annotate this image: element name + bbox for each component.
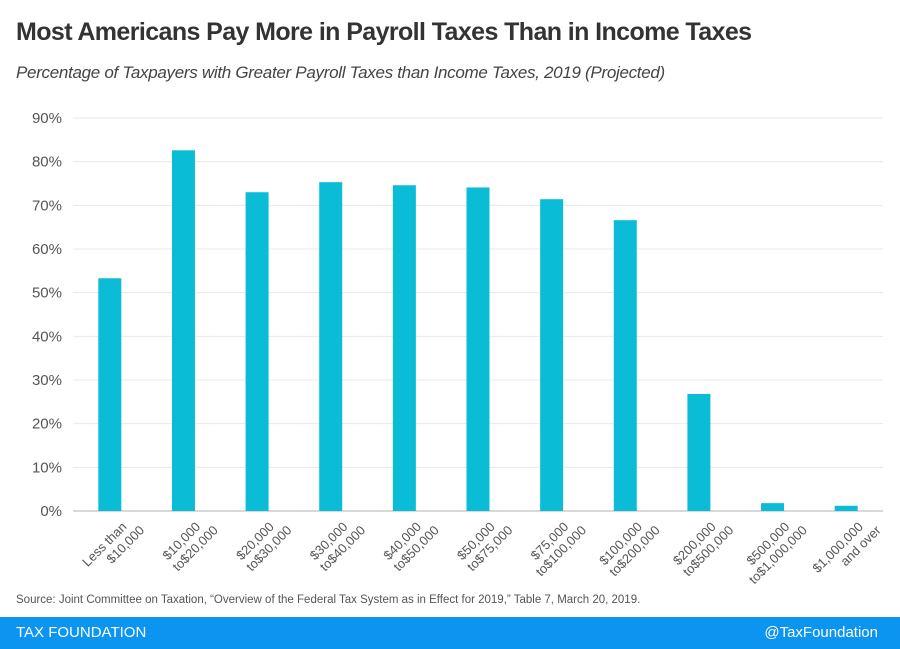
- y-tick-label: 30%: [32, 372, 62, 389]
- x-tick-label: Less than$10,000: [79, 519, 147, 569]
- bar: [392, 185, 416, 511]
- y-tick-label: 60%: [32, 241, 62, 258]
- footer-handle: @TaxFoundation: [764, 624, 878, 641]
- footer-brand: TAX FOUNDATION: [16, 624, 147, 641]
- bar: [466, 187, 490, 511]
- chart-subtitle: Percentage of Taxpayers with Greater Pay…: [16, 63, 665, 82]
- bar: [613, 220, 637, 511]
- y-tick-label: 70%: [32, 197, 62, 214]
- bar: [98, 278, 122, 511]
- bar: [319, 182, 343, 511]
- bar: [540, 199, 564, 511]
- y-tick-label: 20%: [32, 416, 62, 433]
- bar: [171, 150, 195, 511]
- bar: [834, 505, 858, 511]
- y-tick-label: 10%: [32, 459, 62, 476]
- bar: [245, 192, 269, 511]
- y-tick-label: 90%: [32, 110, 62, 127]
- chart-title: Most Americans Pay More in Payroll Taxes…: [16, 18, 752, 46]
- bar-chart: 0% 10% 20% 30% 40% 50% 60% 70% 80% 90% Less than$1…: [32, 110, 884, 587]
- footer-bar: TAX FOUNDATION @TaxFoundation: [0, 617, 900, 649]
- y-tick-label: 50%: [32, 285, 62, 302]
- bar: [761, 503, 785, 511]
- bar: [687, 393, 711, 511]
- y-tick-label: 40%: [32, 328, 62, 345]
- y-tick-label: 80%: [32, 154, 62, 171]
- source-note: Source: Joint Committee on Taxation, “Ov…: [16, 594, 641, 606]
- y-tick-label: 0%: [40, 503, 62, 520]
